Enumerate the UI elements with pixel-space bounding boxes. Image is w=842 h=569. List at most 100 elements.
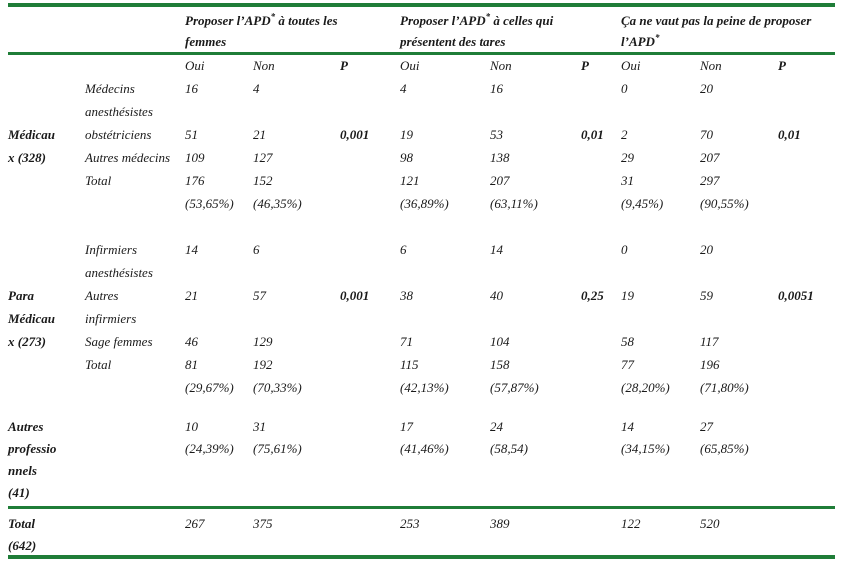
table-row [0,216,842,239]
table-cell [581,535,621,554]
table-cell [253,262,340,281]
group-title-line: Proposer l’APD* à celles qui [400,11,554,28]
row-group-label: Médicau [8,311,55,326]
table-row: Médicau obstétriciens 51 21 0,001 19 53 0,01 2 70… [0,124,842,147]
table-body: Oui Non P Oui Non P Oui Non P Médecins 16 4 4 16 0 20 an… [0,55,842,555]
table-cell: 14 [490,242,503,257]
table-cell: 267 [185,516,205,531]
table-cell: 152 [253,173,273,188]
table-cell: (36,89%) [400,196,449,211]
table-cell [581,147,621,166]
row-label: anesthésistes [85,104,153,119]
table-cell [621,101,700,120]
table-row: Total 81 192 115 158 77 196 [0,354,842,377]
table-cell [340,170,400,189]
row-group-label: x (273) [8,334,46,349]
table-cell [340,535,400,554]
table-cell: 38 [400,288,413,303]
table-cell: 109 [185,150,205,165]
table-cell [400,460,490,479]
column-header: Non [490,58,512,73]
table-cell: 129 [253,334,273,349]
row-group-label: nnels [8,463,37,478]
row-label [85,460,185,479]
table-cell [778,535,835,554]
table-cell: 0 [621,242,628,257]
table-cell: 21 [253,127,266,142]
row-label [85,400,185,402]
table-cell [778,262,835,281]
table-cell: (63,11%) [490,196,538,211]
table-cell [581,377,621,396]
table-cell: 58 [621,334,634,349]
table-cell: 16 [185,81,198,96]
table-cell [340,193,400,212]
table-cell [700,400,778,402]
table-cell: 127 [253,150,273,165]
table-row: x (328) Autres médecins 109 127 98 138 29 207 [0,147,842,170]
table-cell: 6 [400,242,407,257]
table-cell [621,535,700,554]
table-cell [778,377,835,396]
table-cell: 21 [185,288,198,303]
table-cell [400,482,490,501]
row-group-label: Médicau [8,127,55,142]
table-cell: 0,001 [340,288,370,303]
table-cell [581,308,621,327]
table-cell: 2 [621,127,628,142]
table-cell: 192 [253,357,273,372]
table-header-divider [8,52,835,55]
row-label [85,535,185,554]
table-cell: 4 [253,81,260,96]
table-top-border [8,3,835,7]
column-header: Non [253,58,275,73]
table-cell: 207 [700,150,720,165]
table-cell: 158 [490,357,510,372]
table-cell [490,216,581,218]
table-cell [778,216,835,218]
table-cell [581,101,621,120]
table-cell [778,78,835,97]
table-cell [778,239,835,258]
row-label [85,377,185,396]
table-row: (29,67%) (70,33%) (42,13%) (57,87%) (28,20%)… [0,377,842,400]
table-cell [185,101,253,120]
table-cell: 121 [400,173,420,188]
group-title-line: Ça ne vaut pas la peine de proposer [621,13,812,28]
row-label: Total [85,173,112,188]
table-cell: 122 [621,516,641,531]
column-header [85,55,185,74]
table-row: nnels [0,460,842,482]
row-group-label [8,216,85,218]
table-cell: 31 [253,419,266,434]
table-cell [185,460,253,479]
row-label: Total [85,357,112,372]
row-label: anesthésistes [85,265,153,280]
table-cell [621,308,700,327]
table-cell: 0,01 [778,127,801,142]
table-cell [340,482,400,501]
row-label [85,513,185,532]
table-cell: (70,33%) [253,380,302,395]
group-title-line: l’APD* [621,32,660,49]
table-cell [185,482,253,501]
table-cell [778,331,835,350]
group-title-line: Proposer l’APD* à toutes les [185,11,338,28]
row-label [85,438,185,457]
table-cell [621,400,700,402]
table-cell [581,170,621,189]
table-cell: 98 [400,150,413,165]
row-group-label [8,239,85,258]
row-label: Sage femmes [85,334,153,349]
table-cell [581,193,621,212]
table-cell [490,482,581,501]
table-cell: 31 [621,173,634,188]
row-group-label: Para [8,288,34,303]
table-cell: 14 [185,242,198,257]
table-cell [778,170,835,189]
table-cell: 117 [700,334,719,349]
table-cell [621,262,700,281]
table-row: (642) [0,535,842,555]
row-label: Médecins [85,81,135,96]
